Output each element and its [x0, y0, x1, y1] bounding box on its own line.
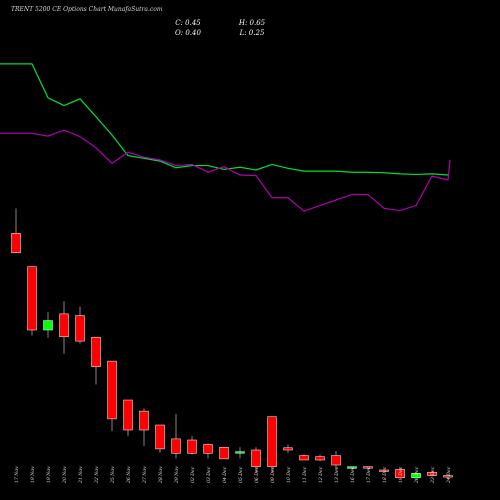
- x-tick-label: 09 Dec: [270, 466, 276, 483]
- candle: [299, 454, 309, 461]
- candle-body: [107, 360, 117, 420]
- candle-body: [427, 471, 437, 476]
- x-tick-label: 17 Dec: [366, 466, 372, 483]
- open-readout: O: 0.40: [175, 29, 201, 37]
- candle-body: [139, 410, 149, 431]
- x-tick-label: 20 Dec: [414, 466, 420, 484]
- candle: [91, 336, 101, 385]
- candle-body: [347, 466, 357, 469]
- candle-body: [91, 336, 101, 367]
- x-tick-label: 18 Dec: [382, 466, 388, 483]
- candle-body: [123, 399, 133, 431]
- x-tick-label: 24 Dec: [446, 466, 452, 484]
- candle-body: [27, 266, 37, 331]
- x-tick-label: 28 Nov: [158, 466, 164, 484]
- x-tick-label: 29 Nov: [174, 466, 180, 484]
- indicator-lines: [0, 63, 451, 212]
- candle: [315, 454, 325, 462]
- candle-body: [267, 416, 277, 467]
- x-tick-label: 16 Dec: [350, 466, 356, 483]
- candle-body: [363, 466, 373, 469]
- x-tick-label: 17 Nov: [14, 466, 20, 483]
- x-tick-label: 26 Nov: [126, 466, 132, 484]
- candle-body: [203, 444, 213, 454]
- x-tick-label: 13 Dec: [334, 466, 340, 483]
- candle: [155, 424, 165, 453]
- x-axis-ticks: 17 Nov 19 Nov 19 Nov 20 Nov 21 Nov 22 Nov 25 N…: [14, 466, 452, 484]
- x-tick-label: 22 Nov: [94, 466, 100, 484]
- green-indicator-line: [0, 63, 449, 176]
- candle: [75, 306, 85, 344]
- low-readout: L: 0.25: [239, 29, 265, 37]
- x-tick-label: 19 Nov: [30, 466, 36, 483]
- high-readout: H: 0.65: [238, 19, 266, 27]
- candle-body: [411, 473, 421, 479]
- x-tick-label: 19 Dec: [398, 466, 404, 483]
- candle: [443, 474, 453, 479]
- candle: [107, 360, 117, 432]
- candle: [219, 446, 229, 460]
- candle: [411, 473, 421, 480]
- candle-body: [315, 456, 325, 461]
- candle: [363, 466, 373, 470]
- candle-body: [395, 469, 405, 479]
- candle-body: [379, 469, 389, 472]
- x-tick-label: 20 Nov: [62, 466, 68, 484]
- candle: [395, 467, 405, 479]
- candle: [123, 399, 133, 437]
- x-tick-label: 03 Dec: [206, 466, 212, 483]
- x-tick-label: 06 Dec: [254, 466, 260, 483]
- candle: [267, 416, 277, 473]
- candle: [171, 413, 181, 459]
- candle: [27, 266, 37, 336]
- candle-body: [155, 424, 165, 450]
- x-tick-label: 12 Dec: [318, 466, 324, 483]
- candle-body: [187, 439, 197, 454]
- candle: [379, 468, 389, 472]
- candle-body: [251, 449, 261, 467]
- candle-body: [171, 438, 181, 454]
- candle-body: [43, 320, 53, 331]
- candle: [203, 443, 213, 459]
- candle: [347, 466, 357, 470]
- candle-body: [11, 233, 21, 254]
- candle: [427, 471, 437, 477]
- x-tick-label: 19 Nov: [46, 466, 52, 483]
- candle-body: [219, 446, 229, 460]
- x-tick-label: 02 Dec: [190, 466, 196, 483]
- candle: [283, 444, 293, 453]
- candle-body: [75, 315, 85, 342]
- candle: [11, 208, 21, 254]
- candle: [43, 312, 53, 338]
- x-tick-label: 11 Dec: [302, 466, 308, 483]
- chart-title: TRENT 5200 CE Options Chart MunafaSutra.…: [11, 6, 163, 13]
- candle-body: [331, 455, 341, 466]
- candle: [139, 408, 149, 447]
- magenta-indicator-line: [0, 129, 451, 212]
- x-tick-label: 21 Nov: [78, 466, 84, 484]
- candle-body: [235, 451, 245, 454]
- x-tick-label: 04 Dec: [222, 466, 228, 483]
- candles: [11, 208, 453, 480]
- x-tick-label: 25 Nov: [110, 466, 116, 484]
- x-tick-label: 05 Dec: [238, 466, 244, 483]
- candle-body: [283, 447, 293, 451]
- candle: [331, 451, 341, 470]
- candle: [187, 436, 197, 455]
- x-tick-label: 10 Dec: [286, 466, 292, 483]
- x-tick-label: 23 Dec: [430, 466, 436, 484]
- candle-body: [443, 475, 453, 478]
- candle: [235, 447, 245, 459]
- candle: [251, 447, 261, 473]
- candle: [59, 301, 69, 354]
- close-readout: C: 0.45: [175, 19, 201, 27]
- candle-body: [59, 313, 69, 337]
- x-tick-label: 27 Nov: [142, 466, 148, 484]
- candle-body: [299, 455, 309, 461]
